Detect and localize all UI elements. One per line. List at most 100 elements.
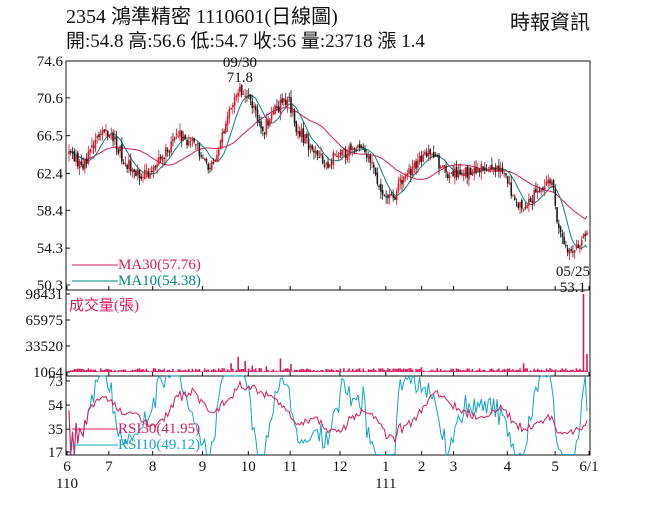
candle-body: [87, 151, 90, 164]
candle: [522, 208, 525, 213]
candle-body: [381, 189, 384, 195]
candle-body: [68, 151, 70, 155]
candle-body: [476, 168, 479, 172]
volume-bar: [461, 370, 463, 372]
volume-bar: [272, 369, 275, 372]
volume-bar: [350, 370, 352, 372]
volume-bar: [360, 371, 363, 372]
candle: [233, 93, 236, 114]
volume-bar: [365, 371, 368, 373]
volume-bar: [98, 371, 100, 373]
volume-bar: [75, 369, 77, 372]
candle: [237, 88, 239, 103]
candle: [226, 111, 229, 132]
volume-bar: [454, 370, 456, 372]
volume-bar: [582, 294, 585, 372]
candle: [337, 151, 340, 161]
volume-bar: [223, 368, 225, 372]
candle: [221, 128, 224, 149]
volume-bar: [210, 369, 213, 372]
candle: [381, 184, 384, 200]
candle: [501, 162, 504, 175]
candle-body: [566, 248, 569, 253]
volume-bar: [526, 368, 528, 372]
candle-body: [563, 236, 565, 245]
candle: [314, 145, 317, 158]
volume-bar: [328, 369, 331, 372]
volume-bar: [529, 370, 532, 372]
candle: [353, 147, 356, 155]
volume-bar: [84, 370, 86, 372]
candle: [344, 146, 347, 165]
volume-tick-label: 33520: [26, 339, 64, 355]
candle-body: [140, 176, 143, 179]
candle-body: [103, 129, 106, 132]
candle-body: [217, 149, 220, 156]
candle-body: [210, 161, 213, 170]
candle: [288, 92, 291, 103]
candle: [80, 154, 83, 168]
candle: [473, 161, 476, 181]
candle-body: [397, 183, 400, 191]
candle: [309, 143, 312, 154]
candle-body: [173, 136, 176, 141]
candle-body: [98, 134, 100, 138]
candle-body: [216, 154, 218, 162]
candle-body: [270, 114, 273, 120]
volume-bar: [186, 370, 188, 372]
candle: [387, 193, 389, 205]
candle: [299, 126, 301, 139]
candle-body: [200, 155, 202, 157]
candle-body: [99, 133, 102, 136]
candle: [420, 151, 423, 166]
candle: [256, 104, 259, 127]
candle: [367, 151, 370, 163]
volume-bar: [247, 368, 250, 372]
volume-bar: [313, 369, 315, 372]
candle: [91, 137, 93, 154]
candle-body: [387, 195, 389, 199]
volume-bar: [202, 371, 204, 373]
volume-bar: [262, 371, 264, 373]
legend-ma30: MA30(57.76): [118, 257, 201, 273]
volume-bar: [381, 368, 384, 372]
candle-body: [128, 159, 130, 170]
candle: [424, 149, 426, 156]
candle: [476, 163, 479, 173]
candle-body: [388, 194, 391, 198]
candle: [503, 170, 505, 178]
volume-bar: [283, 369, 285, 372]
candle: [572, 245, 574, 258]
candle-body: [262, 126, 264, 132]
x-tick-label: 12: [332, 459, 347, 475]
candle-body: [69, 151, 72, 153]
candle: [554, 184, 557, 210]
candle: [455, 160, 458, 181]
volume-bar: [439, 368, 442, 372]
candle: [538, 186, 541, 193]
volume-bar: [547, 370, 550, 372]
candle-body: [122, 162, 125, 164]
candle-body: [499, 167, 502, 172]
candle-body: [260, 121, 262, 129]
candle: [239, 83, 241, 97]
candle: [200, 151, 202, 159]
candle-body: [180, 130, 183, 141]
volume-bar: [246, 371, 248, 372]
candle-body: [586, 232, 588, 235]
candle-body: [450, 172, 453, 174]
candle-body: [424, 151, 426, 155]
candle-body: [129, 160, 132, 172]
volume-bar: [297, 370, 299, 372]
x-tick-label: 4: [504, 459, 512, 475]
candle-body: [286, 98, 289, 106]
candle: [505, 172, 507, 179]
volume-bar: [441, 370, 444, 372]
candle: [156, 158, 158, 175]
candle-body: [411, 166, 414, 176]
volume-bar: [450, 368, 453, 372]
candle-body: [159, 156, 162, 159]
candle-body: [253, 105, 255, 108]
volume-bar: [535, 370, 537, 372]
x-tick-label: 8: [149, 459, 157, 475]
